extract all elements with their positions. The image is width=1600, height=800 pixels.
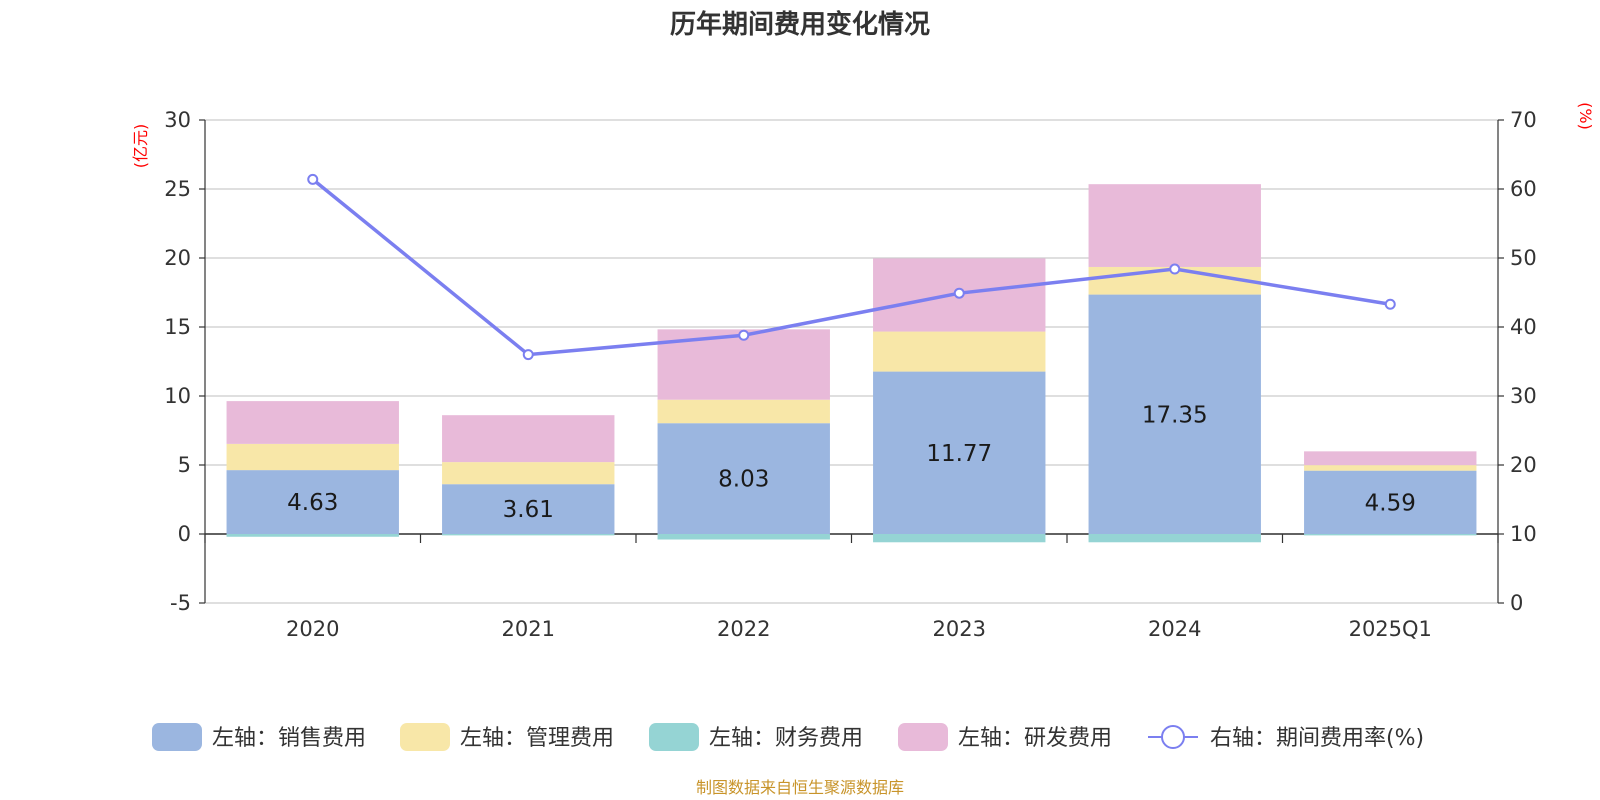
bar-value-label: 17.35 [1142,402,1208,428]
bar-value-label: 4.63 [287,490,338,516]
axes: -5 0 5 10 15 20 25 30 0 10 20 30 40 50 60 70 2020 2021 202… [164,108,1536,641]
bar-segment [1304,470,1477,534]
legend-label: 左轴：销售费用 [212,726,366,751]
x-tick-label: 2021 [502,617,555,641]
rate-point [953,287,965,299]
bar-segment [1304,465,1477,471]
legend-swatch [400,723,450,751]
x-tick-label: 2020 [286,617,339,641]
left-tick-label: 10 [164,384,191,408]
bar-segment [442,534,615,536]
right-tick-label: 0 [1510,591,1523,615]
legend-label: 左轴：管理费用 [460,726,614,751]
bar-segment [226,443,399,471]
right-axis-unit: (%) [1576,102,1595,130]
right-tick-label: 60 [1510,177,1537,201]
legend-label: 左轴：财务费用 [709,726,863,751]
left-tick-label: 0 [178,522,191,546]
bar-segment [442,484,615,534]
left-tick-label: 30 [164,108,191,132]
bar-segment [873,331,1046,372]
bar-segment [657,423,830,534]
rate-line-path [311,177,1391,357]
left-tick-label: 25 [164,177,191,201]
bar-segment [442,415,615,463]
bar-value-label: 11.77 [926,441,992,467]
rate-line [307,173,1396,361]
bar-segment [226,401,399,444]
bar-value-label: 3.61 [503,497,554,523]
legend-swatch [649,723,699,751]
legend: 左轴：销售费用 左轴：管理费用 左轴：财务费用 左轴：研发费用 右轴：期间费用率(%) [152,723,1424,751]
legend-swatch [152,723,202,751]
left-tick-label: -5 [170,591,191,615]
bar-segment [226,534,399,537]
bar-segment [1088,294,1261,534]
bar-segment [873,534,1046,543]
left-tick-label: 15 [164,315,191,339]
bars [226,184,1477,543]
legend-label: 右轴：期间费用率(%) [1210,726,1424,751]
x-tick-label: 2022 [717,617,770,641]
bar-segment [873,371,1046,534]
right-tick-label: 40 [1510,315,1537,339]
right-tick-label: 70 [1510,108,1537,132]
bar-segment [1304,451,1477,466]
data-labels: 4.63 3.61 8.03 11.77 17.35 4.59 [287,402,1416,523]
bar-segment [442,462,615,485]
bar-value-label: 8.03 [718,467,769,493]
rate-point [1384,298,1396,310]
legend-swatch [898,723,948,751]
left-tick-label: 20 [164,246,191,270]
bar-segment [657,399,830,424]
right-tick-label: 20 [1510,453,1537,477]
bar-segment [226,470,399,534]
x-tick-label: 2024 [1148,617,1201,641]
right-tick-label: 30 [1510,384,1537,408]
left-axis-unit: (亿元) [131,124,150,169]
x-tick-label: 2023 [933,617,986,641]
legend-label: 左轴：研发费用 [958,726,1112,751]
rate-point [1169,263,1181,275]
rate-point [307,173,319,185]
bar-segment [1088,184,1261,267]
right-tick-label: 50 [1510,246,1537,270]
rate-point [522,349,534,361]
chart-title: 历年期间费用变化情况 [670,9,930,40]
left-tick-label: 5 [178,453,191,477]
bar-value-label: 4.59 [1365,490,1416,516]
right-tick-label: 10 [1510,522,1537,546]
bar-segment [1088,534,1261,543]
x-tick-label: 2025Q1 [1349,617,1432,641]
bar-segment [1304,534,1477,536]
bar-segment [657,534,830,540]
rate-point [738,329,750,341]
source-note: 制图数据来自恒生聚源数据库 [696,778,904,797]
legend-marker [1161,725,1185,749]
